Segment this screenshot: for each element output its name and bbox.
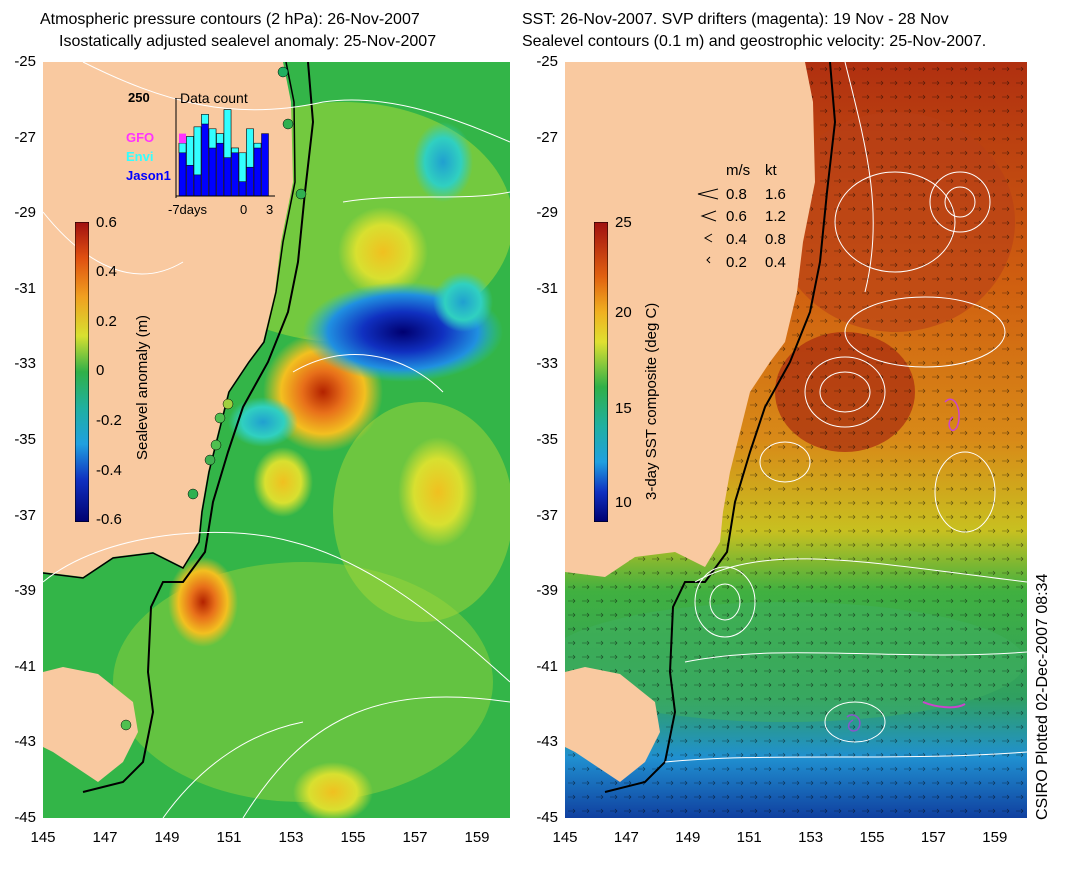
- left-x-tick-label: 147: [92, 829, 118, 846]
- right-sst-map: [565, 62, 1027, 818]
- right-y-tick-label: -39: [536, 582, 558, 600]
- right-x-tick-label: 153: [798, 829, 824, 846]
- right-x-tick-label: 155: [859, 829, 885, 846]
- inset-legend-gfo: GFO: [126, 130, 155, 145]
- left-y-tick-label: -27: [14, 128, 36, 146]
- left-y-tick-label: -45: [14, 809, 36, 826]
- inset-legend-envi: Envi: [126, 149, 154, 164]
- speed-legend-ms-1: 0.6: [726, 208, 747, 225]
- inset-max-label: 250: [128, 90, 150, 105]
- right-y-tick-label: -27: [536, 128, 558, 146]
- inset-title: Data count: [180, 90, 248, 106]
- right-x-tick-label: 145: [552, 829, 578, 846]
- inset-x-label-end: 3: [266, 202, 274, 217]
- right-x-tick-label: 159: [982, 829, 1008, 846]
- speed-legend-arrows: [697, 188, 719, 264]
- left-colorbar-tick-6: -0.6: [96, 511, 122, 528]
- inset-bar-envi: [178, 142, 187, 154]
- left-y-tick-label: -33: [14, 355, 36, 373]
- left-colorbar-tick-2: 0.2: [96, 313, 117, 330]
- plotted-timestamp: CSIRO Plotted 02-Dec-2007 08:34: [1034, 573, 1051, 820]
- inset-bar-jason1: [253, 142, 262, 197]
- left-x-tick-label: 155: [340, 829, 366, 846]
- inset-bar-envi: [216, 133, 224, 144]
- right-colorbar-label: 3-day SST composite (deg C): [643, 302, 660, 500]
- left-colorbar-tick-1: 0.4: [96, 263, 117, 280]
- left-x-tick-label: 153: [278, 829, 304, 846]
- right-y-tick-label: -31: [536, 279, 558, 297]
- left-colorbar-tick-5: -0.4: [96, 462, 122, 479]
- right-y-tick-label: -37: [536, 506, 558, 524]
- inset-bar-envi: [253, 142, 262, 149]
- left-y-tick-label: -43: [14, 733, 36, 751]
- left-sealevel-map: [43, 62, 510, 818]
- inset-bar-envi: [223, 109, 232, 158]
- speed-legend-ms-2: 0.4: [726, 231, 747, 248]
- right-y-tick-label: -29: [536, 204, 558, 222]
- inset-bar-envi: [208, 128, 217, 149]
- left-colorbar: [75, 222, 89, 522]
- right-x-tick-label: 157: [920, 829, 946, 846]
- inset-bar-envi: [246, 128, 254, 168]
- left-x-tick-label: 157: [402, 829, 428, 846]
- left-colorbar-label: Sealevel anomaly (m): [134, 314, 151, 460]
- right-colorbar-tick-0: 25: [615, 214, 632, 231]
- left-y-tick-label: -29: [14, 204, 36, 222]
- speed-legend-ms-0: 0.8: [726, 186, 747, 203]
- inset-legend-jason1: Jason1: [126, 168, 171, 183]
- left-colorbar-tick-4: -0.2: [96, 412, 122, 429]
- left-x-tick-label: 151: [216, 829, 242, 846]
- inset-bar-gfo: [179, 133, 186, 144]
- left-y-tick-label: -37: [14, 506, 36, 524]
- speed-legend-kt-3: 0.4: [765, 254, 786, 271]
- left-x-tick-label: 145: [30, 829, 56, 846]
- right-y-tick-label: -45: [536, 809, 558, 826]
- inset-bar-envi: [231, 147, 239, 154]
- inset-data-count-chart: [175, 98, 275, 198]
- right-x-tick-label: 147: [613, 829, 639, 846]
- speed-legend-kt-0: 1.6: [765, 186, 786, 203]
- left-y-tick-label: -25: [14, 53, 36, 70]
- left-colorbar-tick-0: 0.6: [96, 214, 117, 231]
- left-y-tick-label: -35: [14, 431, 36, 448]
- left-y-tick-label: -41: [14, 657, 36, 675]
- left-title-line1: Atmospheric pressure contours (2 hPa): 2…: [40, 11, 420, 28]
- speed-legend-kt-1: 1.2: [765, 208, 786, 225]
- inset-bar-envi: [238, 152, 247, 182]
- right-y-tick-label: -41: [536, 657, 558, 675]
- right-y-tick-label: -43: [536, 733, 558, 751]
- right-colorbar: [594, 222, 608, 522]
- inset-bar-jason1: [261, 133, 269, 197]
- left-y-tick-label: -31: [14, 279, 36, 297]
- speed-legend-kt-2: 0.8: [765, 231, 786, 248]
- inset-x-label-start: -7days: [168, 202, 208, 217]
- inset-x-label-zero: 0: [240, 202, 248, 217]
- inset-bar-jason1: [201, 114, 209, 197]
- right-title-line2: Sealevel contours (0.1 m) and geostrophi…: [522, 33, 987, 50]
- right-colorbar-tick-1: 20: [615, 304, 632, 321]
- inset-bar-envi: [193, 126, 202, 176]
- left-x-tick-label: 159: [464, 829, 490, 846]
- right-title-line1: SST: 26-Nov-2007. SVP drifters (magenta)…: [522, 11, 949, 28]
- speed-legend-header-ms: m/s: [726, 162, 751, 179]
- right-colorbar-tick-2: 15: [615, 400, 632, 417]
- right-y-tick-label: -33: [536, 355, 558, 373]
- speed-legend-ms-3: 0.2: [726, 254, 747, 271]
- inset-bar-envi: [186, 136, 194, 166]
- inset-bar-envi: [201, 114, 209, 125]
- right-x-tick-label: 151: [736, 829, 762, 846]
- right-colorbar-tick-3: 10: [615, 494, 632, 511]
- right-y-tick-label: -25: [536, 53, 558, 70]
- inset-bar-jason1: [231, 147, 239, 197]
- speed-legend-header-kt: kt: [765, 162, 777, 179]
- right-x-tick-label: 149: [675, 829, 701, 846]
- right-y-tick-label: -35: [536, 431, 558, 448]
- left-x-tick-label: 149: [154, 829, 180, 846]
- left-colorbar-tick-3: 0: [96, 362, 105, 379]
- left-y-tick-label: -39: [14, 582, 36, 600]
- left-title-line2: Isostatically adjusted sealevel anomaly:…: [59, 33, 437, 50]
